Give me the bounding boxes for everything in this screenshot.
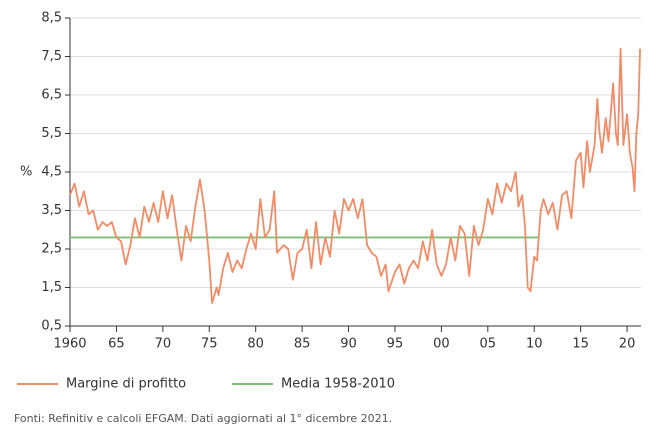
y-tick-label: 2,5 [41,242,62,257]
y-tick-label: 4,5 [41,165,62,180]
y-tick-label: 7,5 [41,49,62,64]
y-tick-label: 1,5 [41,280,62,295]
x-tick-label: 15 [572,337,589,352]
x-tick-label: 1960 [53,337,86,352]
x-tick-label: 65 [108,337,125,352]
line-series [69,47,641,304]
x-tick-label: 20 [619,337,636,352]
x-tick-label: 95 [387,337,404,352]
y-tick-label: 0,5 [41,319,62,334]
legend-label: Media 1958-2010 [281,377,395,392]
x-tick-label: 05 [480,337,497,352]
source-note: Fonti: Refinitiv e calcoli EFGAM. Dati a… [14,412,392,425]
y-tick-label: 3,5 [41,203,62,218]
y-tick-label: 6,5 [41,88,62,103]
x-tick-label: 75 [201,337,218,352]
x-tick-label: 10 [526,337,543,352]
y-axis-label: % [20,165,32,180]
x-tick-label: 80 [247,337,264,352]
x-tick-label: 85 [294,337,311,352]
y-tick-label: 8,5 [41,11,62,26]
x-tick-label: 00 [433,337,450,352]
x-tick-label: 70 [155,337,172,352]
x-tick-label: 90 [340,337,357,352]
y-tick-label: 5,5 [41,126,62,141]
legend-label: Margine di profitto [66,377,186,392]
